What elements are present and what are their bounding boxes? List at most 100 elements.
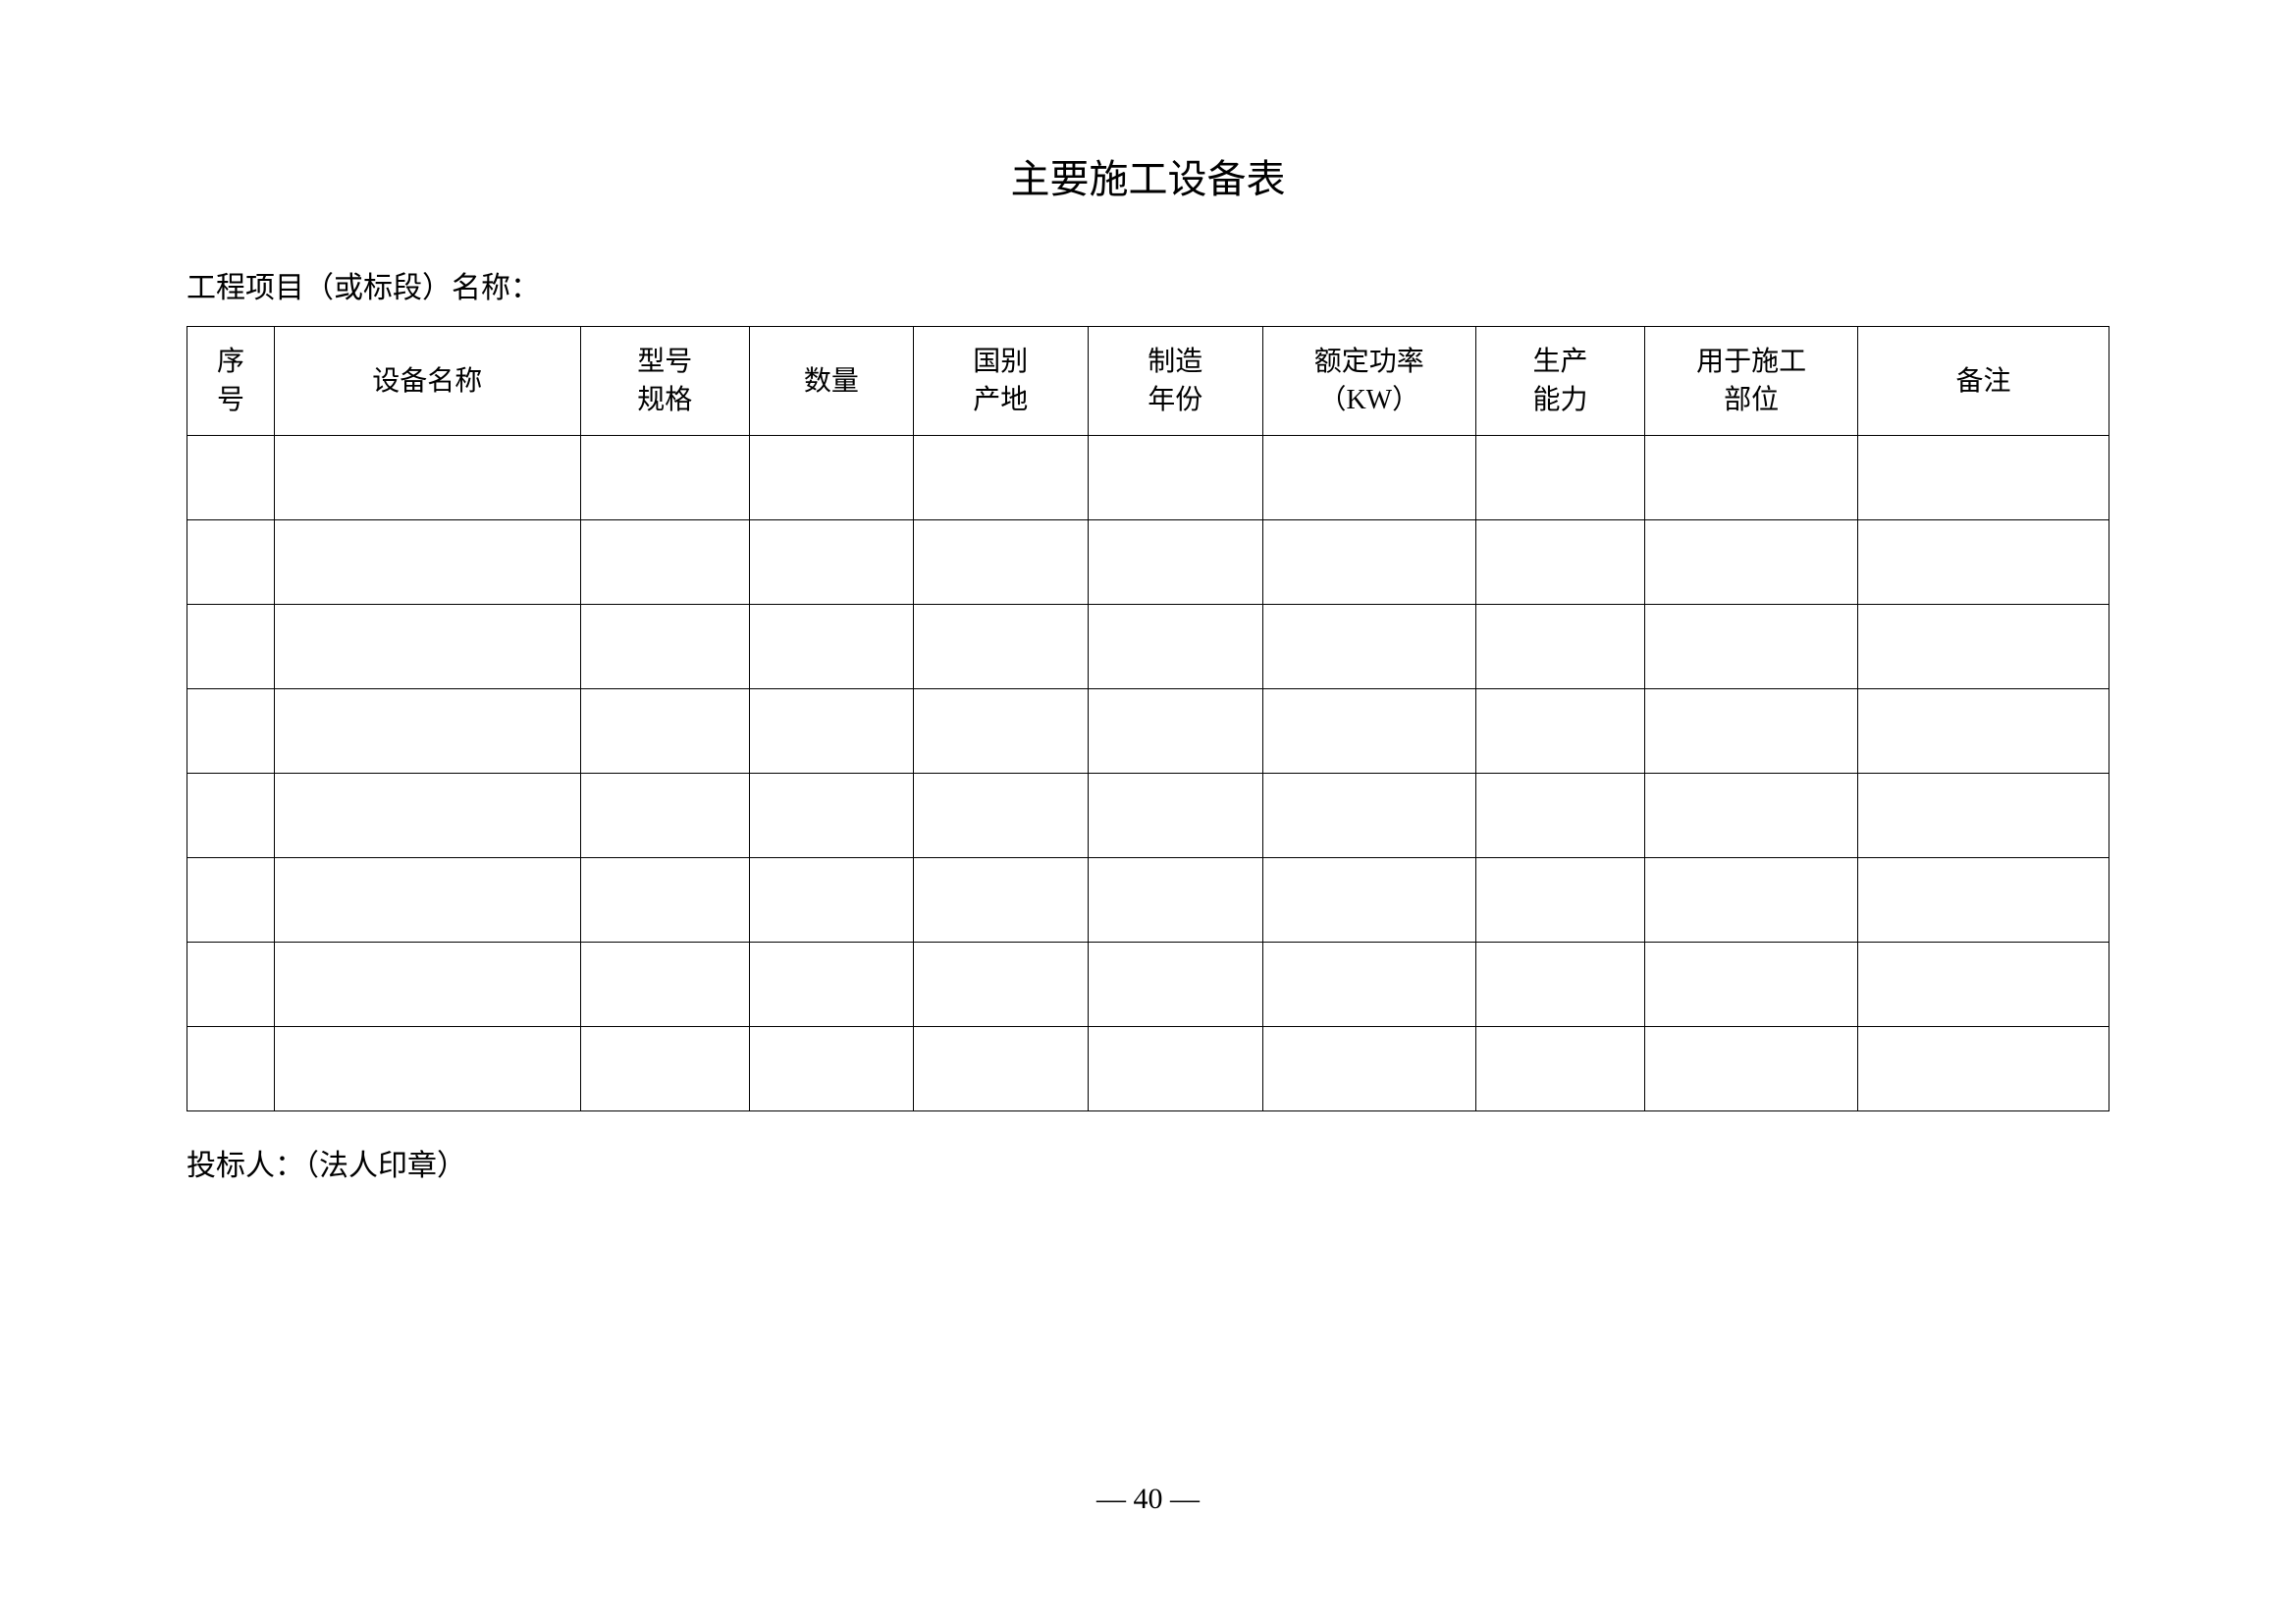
header-text: 备注 (1956, 366, 2011, 397)
table-cell (187, 436, 275, 520)
table-body (187, 436, 2109, 1111)
table-cell (1088, 1027, 1262, 1111)
table-cell (1088, 436, 1262, 520)
table-cell (1262, 774, 1475, 858)
table-cell (749, 689, 913, 774)
table-cell (580, 943, 749, 1027)
table-row (187, 605, 2109, 689)
table-cell (1858, 774, 2109, 858)
table-cell (1858, 1027, 2109, 1111)
header-year: 制造 年份 (1088, 327, 1262, 436)
table-cell (187, 943, 275, 1027)
table-cell (1262, 858, 1475, 943)
document-title: 主要施工设备表 (187, 147, 2109, 204)
header-capacity: 生产 能力 (1475, 327, 1644, 436)
table-cell (275, 520, 581, 605)
table-cell (1475, 774, 1644, 858)
header-model: 型号 规格 (580, 327, 749, 436)
table-cell (1475, 689, 1644, 774)
equipment-table: 序 号 设备名称 型号 规格 数量 国别 产地 制造 (187, 326, 2109, 1111)
header-text: 产地 (973, 385, 1028, 415)
table-cell (187, 858, 275, 943)
table-cell (275, 689, 581, 774)
table-cell (580, 520, 749, 605)
table-cell (1262, 520, 1475, 605)
table-cell (1475, 520, 1644, 605)
page-container: 主要施工设备表 工程项目（或标段）名称： 序 号 设备名称 型号 规格 数量 (0, 0, 2296, 1624)
header-equipment-name: 设备名称 (275, 327, 581, 436)
table-cell (913, 774, 1088, 858)
table-cell (187, 520, 275, 605)
table-cell (187, 605, 275, 689)
table-cell (1475, 1027, 1644, 1111)
header-sequence: 序 号 (187, 327, 275, 436)
header-text: （KW） (1318, 385, 1419, 415)
table-row (187, 774, 2109, 858)
table-cell (275, 858, 581, 943)
table-cell (1262, 605, 1475, 689)
table-cell (1858, 436, 2109, 520)
table-cell (1088, 774, 1262, 858)
table-cell (1858, 943, 2109, 1027)
header-construction: 用于施工 部位 (1645, 327, 1858, 436)
table-cell (1088, 943, 1262, 1027)
table-cell (1645, 436, 1858, 520)
project-name-label: 工程项目（或标段）名称： (187, 263, 2109, 306)
table-cell (749, 520, 913, 605)
header-text: 额定功率 (1314, 347, 1424, 377)
header-text: 能力 (1532, 385, 1587, 415)
table-cell (580, 774, 749, 858)
table-cell (913, 943, 1088, 1027)
table-cell (1645, 858, 1858, 943)
header-text: 规格 (637, 385, 692, 415)
header-country: 国别 产地 (913, 327, 1088, 436)
table-cell (1088, 520, 1262, 605)
header-text: 用于施工 (1696, 347, 1806, 377)
table-cell (1645, 774, 1858, 858)
table-cell (580, 605, 749, 689)
table-cell (580, 436, 749, 520)
table-cell (1858, 520, 2109, 605)
table-cell (1645, 689, 1858, 774)
table-cell (749, 774, 913, 858)
header-text: 生产 (1532, 347, 1587, 377)
header-text: 号 (217, 385, 244, 415)
table-cell (1645, 1027, 1858, 1111)
table-cell (749, 858, 913, 943)
table-cell (1475, 436, 1644, 520)
table-cell (187, 1027, 275, 1111)
table-cell (1475, 943, 1644, 1027)
table-cell (749, 605, 913, 689)
table-cell (1858, 689, 2109, 774)
table-cell (913, 436, 1088, 520)
table-cell (1088, 605, 1262, 689)
table-cell (1088, 689, 1262, 774)
header-quantity: 数量 (749, 327, 913, 436)
table-cell (749, 1027, 913, 1111)
table-cell (187, 689, 275, 774)
table-cell (580, 858, 749, 943)
table-cell (1475, 858, 1644, 943)
table-cell (275, 943, 581, 1027)
table-cell (580, 1027, 749, 1111)
table-cell (749, 436, 913, 520)
table-cell (913, 605, 1088, 689)
header-text: 型号 (637, 347, 692, 377)
table-row (187, 1027, 2109, 1111)
table-cell (1858, 858, 2109, 943)
table-cell (913, 1027, 1088, 1111)
table-cell (1262, 943, 1475, 1027)
table-cell (1858, 605, 2109, 689)
header-text: 制造 (1148, 347, 1202, 377)
table-cell (1645, 605, 1858, 689)
table-cell (1262, 436, 1475, 520)
header-text: 序 (217, 347, 244, 377)
table-row (187, 436, 2109, 520)
table-row (187, 520, 2109, 605)
header-text: 年份 (1148, 385, 1202, 415)
table-row (187, 943, 2109, 1027)
table-cell (275, 774, 581, 858)
table-cell (275, 436, 581, 520)
header-power: 额定功率 （KW） (1262, 327, 1475, 436)
table-cell (1262, 689, 1475, 774)
